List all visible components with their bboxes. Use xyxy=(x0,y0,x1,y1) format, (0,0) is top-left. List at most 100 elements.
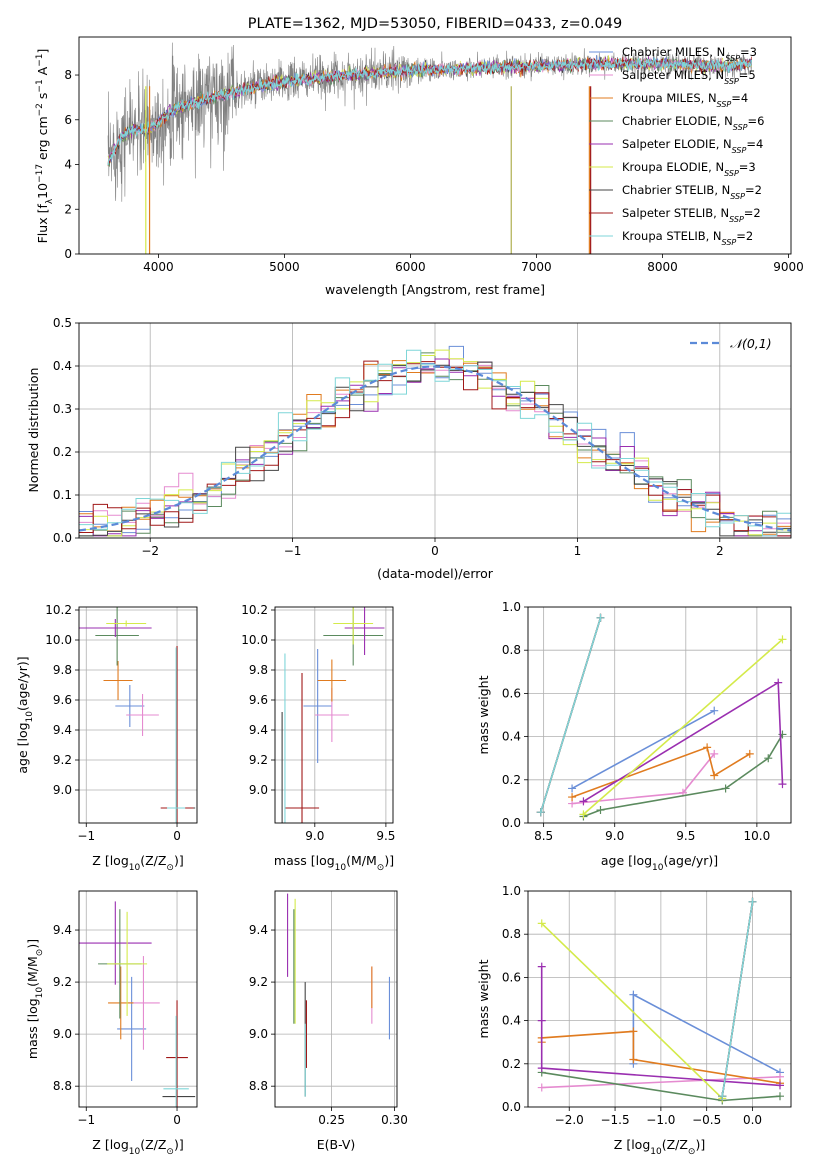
legend-entry-part: SSP xyxy=(724,77,739,86)
plot-area-age_vs_Z xyxy=(79,607,197,823)
y-axis-label-part: )] xyxy=(25,939,40,949)
y-axis-label-part: −1 xyxy=(35,79,45,92)
weight-marker xyxy=(764,754,773,763)
axes-frame xyxy=(78,606,198,824)
x-tick-label: −1 xyxy=(77,829,95,843)
x-tick-label: −1.0 xyxy=(646,1113,675,1127)
weight-marker xyxy=(537,1064,546,1073)
weight-marker xyxy=(537,1016,546,1025)
y-tick-label: 0.6 xyxy=(502,686,521,700)
y-tick-label: 0.0 xyxy=(502,1100,521,1114)
axes-frame xyxy=(78,322,792,539)
y-axis-label: mass [log10(M/M⊙)] xyxy=(25,939,45,1059)
legend-entry-part: =2 xyxy=(736,229,753,243)
y-tick-label: 8.8 xyxy=(249,1079,268,1093)
weight-marker xyxy=(776,1081,785,1090)
panel-mass_vs_Z: −1 08.89.09.29.4Z [log10(Z/Z⊙)]mass [log1… xyxy=(25,890,198,1157)
legend-entry: Chabrier ELODIE, NSSP=6 xyxy=(622,114,764,132)
legend-entry: Kroupa STELIB, NSSP=2 xyxy=(622,229,753,247)
y-tick-label: 9.0 xyxy=(249,783,268,797)
weight-marker xyxy=(629,1027,638,1036)
legend-entry: Salpeter STELIB, NSSP=2 xyxy=(622,206,761,224)
legend-entry-part: SSP xyxy=(729,215,744,224)
legend-entry-part: =6 xyxy=(748,114,765,128)
weight-marker xyxy=(778,780,787,789)
y-tick-label: 0.1 xyxy=(53,488,72,502)
weight-marker xyxy=(596,613,605,622)
y-axis-label-part: 10 xyxy=(35,987,45,999)
x-axis-label-part: Z [log xyxy=(614,1137,650,1152)
x-tick-label: 9.0 xyxy=(605,829,624,843)
x-axis-label: (data-model)/error xyxy=(377,566,494,581)
x-axis-label-part: 10 xyxy=(129,863,141,873)
y-tick-label: 9.8 xyxy=(249,663,268,677)
x-axis-label-part: ⊙ xyxy=(166,863,174,873)
plot-area-spectrum xyxy=(107,42,752,254)
weight-marker xyxy=(537,1083,546,1092)
weight-marker xyxy=(568,784,577,793)
axes-frame xyxy=(78,890,198,1108)
x-tick-label: 4000 xyxy=(143,260,174,274)
plot-area-weight_vs_age xyxy=(528,607,791,823)
weight-marker xyxy=(710,706,719,715)
y-tick-label: 0.6 xyxy=(502,970,521,984)
x-axis-label-part: (Z/Z xyxy=(140,1137,166,1152)
x-axis-label-part: 10 xyxy=(652,863,664,873)
axes-frame xyxy=(78,36,792,255)
weight-series-line xyxy=(541,1076,781,1089)
axes-frame xyxy=(527,890,792,1108)
legend-entry: Kroupa MILES, NSSP=4 xyxy=(622,91,748,109)
x-tick-label: 5000 xyxy=(269,260,300,274)
x-tick-label: 9000 xyxy=(773,260,804,274)
y-axis-label: age [log10(age/yr)] xyxy=(15,656,35,773)
y-axis-label-part: 10 xyxy=(35,183,50,199)
y-tick-label: 8 xyxy=(64,68,72,82)
x-tick-label: 0.30 xyxy=(381,1113,408,1127)
y-tick-label: 0.4 xyxy=(502,1014,521,1028)
x-tick-label: 9.0 xyxy=(305,829,324,843)
x-tick-label: 9.5 xyxy=(376,829,395,843)
weight-marker xyxy=(629,1055,638,1064)
x-axis-label-part: )] xyxy=(174,853,184,868)
legend-entry: Salpeter ELODIE, NSSP=4 xyxy=(622,137,763,155)
y-axis-label: Flux [fλ10−17 erg cm−2 s−1 A−1] xyxy=(35,49,55,244)
x-axis-label-part: 10 xyxy=(335,863,347,873)
weight-marker xyxy=(537,919,546,928)
plot-area-mass_vs_Z xyxy=(79,891,197,1107)
legend-entry-part: Chabrier STELIB, N xyxy=(622,183,730,197)
x-axis-label-part: age [log xyxy=(601,853,652,868)
x-tick-label: 8000 xyxy=(647,260,678,274)
x-tick-label: 0 xyxy=(431,544,439,558)
x-axis-label-part: (Z/Z xyxy=(662,1137,688,1152)
weight-marker xyxy=(537,962,546,971)
x-axis-label: mass [log10(M/M⊙)] xyxy=(274,853,394,873)
x-axis-label-part: ⊙ xyxy=(166,1147,174,1157)
y-tick-label: 0.4 xyxy=(502,730,521,744)
y-tick-label: 0.2 xyxy=(53,445,72,459)
x-axis-label-part: )] xyxy=(174,1137,184,1152)
y-axis-label: Normed distribution xyxy=(26,368,41,493)
y-tick-label: 0.0 xyxy=(53,531,72,545)
axes-frame xyxy=(274,890,398,1108)
weight-marker xyxy=(703,743,712,752)
x-tick-label: 7000 xyxy=(521,260,552,274)
x-tick-label: 8.5 xyxy=(534,829,553,843)
legend-entry-part: Salpeter STELIB, N xyxy=(622,206,729,220)
x-axis-label-part: )] xyxy=(384,853,394,868)
legend-entry: 𝒩(0,1) xyxy=(730,336,772,351)
y-tick-label: 8.8 xyxy=(53,1079,72,1093)
y-axis-label-part: ] xyxy=(35,49,50,54)
legend-entry-part: Salpeter ELODIE, N xyxy=(622,137,732,151)
weight-marker xyxy=(710,771,719,780)
histogram-step xyxy=(79,349,791,537)
weight-marker xyxy=(718,1092,727,1101)
legend-entry-part: SSP xyxy=(722,238,737,247)
legend-entry-part: Chabrier MILES, N xyxy=(622,45,725,59)
plot-area-mass_vs_EBV xyxy=(275,891,397,1107)
y-tick-label: 0.5 xyxy=(53,316,72,330)
y-axis-label: mass weight xyxy=(476,959,491,1038)
x-tick-label: 1 xyxy=(574,544,582,558)
x-axis-label: Z [log10(Z/Z⊙)] xyxy=(614,1137,705,1157)
x-tick-label: 0.0 xyxy=(743,1113,762,1127)
y-tick-label: 9.2 xyxy=(249,975,268,989)
